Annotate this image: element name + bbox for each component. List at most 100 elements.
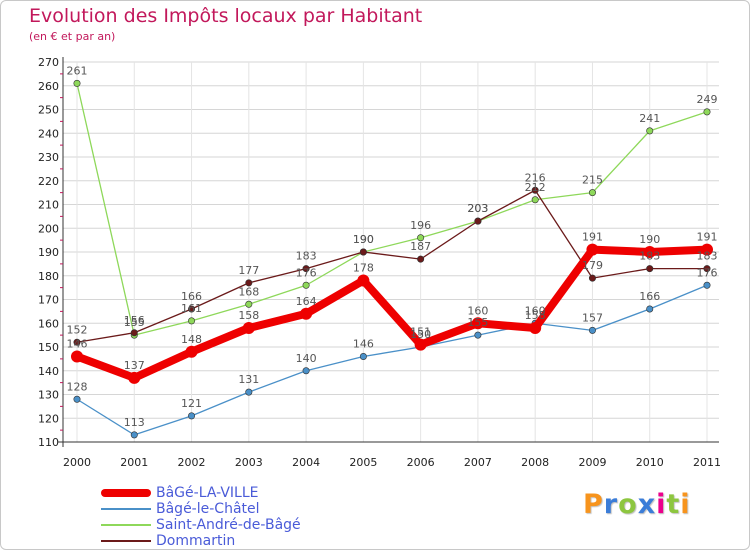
y-tick-label: 240 (38, 127, 59, 140)
series-line (76, 189, 708, 343)
data-label: 161 (181, 302, 202, 315)
data-point (245, 279, 253, 287)
x-tick-label: 2010 (636, 456, 664, 469)
data-point (531, 196, 539, 204)
data-label: 150 (410, 328, 431, 341)
data-label: 146 (67, 338, 88, 351)
data-label: 146 (353, 338, 374, 351)
legend-swatch (101, 508, 151, 510)
data-point (359, 352, 367, 360)
data-point (471, 317, 484, 330)
data-label: 203 (467, 202, 488, 215)
data-point (188, 305, 196, 313)
chart-title: Evolution des Impôts locaux par Habitant (29, 5, 423, 27)
data-point (302, 367, 310, 375)
data-label: 179 (582, 259, 603, 272)
data-label: 166 (639, 290, 660, 303)
data-point (188, 412, 196, 420)
data-label: 131 (238, 373, 259, 386)
series-line (76, 284, 708, 436)
data-label: 158 (525, 309, 546, 322)
data-label: 148 (181, 333, 202, 346)
data-point (71, 350, 83, 363)
data-point (643, 246, 656, 258)
data-label: 158 (238, 309, 259, 322)
data-point (529, 322, 542, 334)
data-label: 156 (124, 314, 145, 327)
data-label: 190 (639, 233, 660, 246)
data-label: 212 (525, 181, 546, 194)
x-tick-label: 2004 (292, 456, 320, 469)
logo-letter: P (583, 489, 604, 520)
data-point (588, 274, 596, 282)
y-tick-label: 170 (38, 294, 59, 307)
data-point (417, 255, 425, 263)
data-point (703, 108, 711, 116)
logo-letter: i (680, 489, 691, 520)
data-point (245, 388, 253, 396)
data-point (701, 243, 713, 256)
logo-letter: r (603, 489, 619, 520)
data-label: 140 (296, 352, 317, 365)
x-tick-label: 2005 (349, 456, 377, 469)
data-point (646, 305, 654, 313)
data-label: 166 (181, 290, 202, 303)
x-tick-label: 2006 (407, 456, 435, 469)
y-tick-label: 120 (38, 412, 59, 425)
x-tick-label: 2007 (464, 456, 492, 469)
data-point (474, 217, 482, 225)
data-point (185, 345, 198, 358)
data-label: 176 (296, 266, 317, 279)
legend-swatch (101, 489, 151, 497)
data-point (73, 338, 81, 346)
y-tick-label: 200 (38, 222, 59, 235)
data-label: 241 (639, 112, 660, 125)
legend-swatch (101, 524, 151, 526)
data-label: 191 (582, 231, 603, 244)
legend-label: Dommartin (156, 533, 236, 549)
data-point (703, 281, 711, 289)
data-point (531, 186, 539, 194)
y-tick-label: 160 (38, 317, 59, 330)
data-label: 196 (410, 219, 431, 232)
x-tick-label: 2000 (63, 456, 91, 469)
data-label: 155 (467, 316, 488, 329)
x-tick-label: 2011 (693, 456, 721, 469)
data-point (357, 274, 370, 287)
y-tick-label: 250 (38, 104, 59, 117)
data-label: 152 (67, 323, 88, 336)
y-tick-label: 180 (38, 270, 59, 283)
data-label: 203 (467, 202, 488, 215)
legend-swatch (101, 540, 151, 542)
data-label: 183 (296, 250, 317, 263)
data-label: 160 (525, 304, 546, 317)
data-point (586, 243, 599, 256)
series-line (73, 245, 711, 382)
logo-letter: x (637, 489, 657, 520)
data-point (474, 331, 482, 339)
logo-letter: o (618, 489, 638, 520)
data-point (73, 79, 81, 87)
data-label: 157 (582, 311, 603, 324)
data-label: 216 (525, 171, 546, 184)
data-label: 160 (467, 304, 488, 317)
data-point (703, 265, 711, 273)
data-point (414, 338, 427, 351)
y-tick-label: 130 (38, 389, 59, 402)
y-tick-label: 150 (38, 341, 59, 354)
data-point (130, 431, 138, 439)
data-label: 128 (67, 380, 88, 393)
data-label: 155 (124, 316, 145, 329)
data-point (359, 248, 367, 256)
x-tick-label: 2002 (178, 456, 206, 469)
data-label: 121 (181, 397, 202, 410)
data-point (130, 329, 138, 337)
proxiti-logo: Proxiti (583, 489, 691, 520)
data-point (245, 300, 253, 308)
x-tick-label: 2008 (521, 456, 549, 469)
data-point (73, 395, 81, 403)
y-tick-label: 220 (38, 175, 59, 188)
data-label: 177 (238, 264, 259, 277)
legend-label: Saint-André-de-Bâgé (156, 517, 301, 533)
